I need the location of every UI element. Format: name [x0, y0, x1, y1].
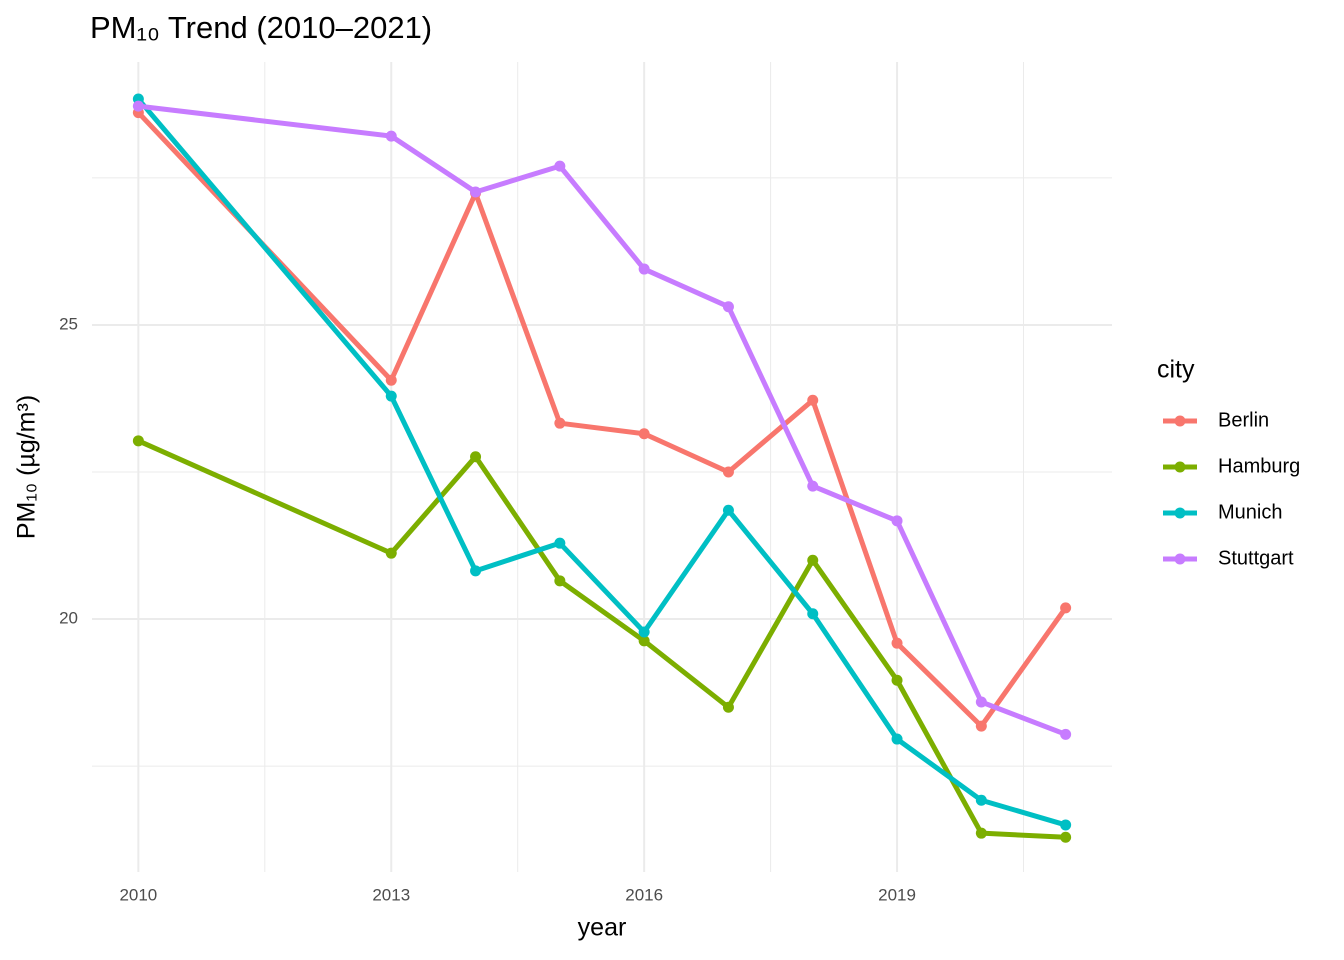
- data-point: [722, 301, 734, 313]
- data-point: [891, 637, 903, 649]
- data-point: [638, 626, 650, 638]
- data-point: [722, 701, 734, 713]
- y-tick-label: 25: [59, 314, 78, 333]
- legend-label: Berlin: [1218, 409, 1269, 431]
- y-tick-label: 20: [59, 609, 78, 628]
- data-point: [470, 565, 482, 577]
- data-point: [554, 160, 566, 172]
- data-point: [807, 554, 819, 566]
- data-point: [722, 504, 734, 516]
- data-point: [638, 263, 650, 275]
- data-point: [385, 374, 397, 386]
- data-point: [470, 186, 482, 198]
- data-point: [807, 608, 819, 620]
- data-point: [891, 515, 903, 527]
- data-point: [132, 435, 144, 447]
- data-point: [132, 100, 144, 112]
- legend-key-point: [1174, 507, 1186, 519]
- series-line: [138, 103, 1067, 737]
- data-point: [807, 480, 819, 492]
- data-point: [975, 720, 987, 732]
- x-tick-label: 2013: [372, 885, 410, 904]
- data-point: [470, 451, 482, 463]
- data-point: [385, 130, 397, 142]
- data-point: [975, 696, 987, 708]
- data-point: [638, 428, 650, 440]
- legend-key-point: [1174, 415, 1186, 427]
- data-point: [1060, 831, 1072, 843]
- chart-title: PM₁₀ Trend (2010–2021): [90, 10, 432, 45]
- data-point: [891, 733, 903, 745]
- data-point: [975, 827, 987, 839]
- data-point: [554, 537, 566, 549]
- data-point: [1060, 819, 1072, 831]
- data-point: [807, 394, 819, 406]
- data-point: [554, 575, 566, 587]
- data-point: [891, 674, 903, 686]
- data-point: [385, 390, 397, 402]
- data-point: [1060, 728, 1072, 740]
- data-point: [1060, 602, 1072, 614]
- data-point: [638, 635, 650, 647]
- legend-label: Stuttgart: [1218, 547, 1294, 569]
- x-axis-title: year: [578, 914, 627, 942]
- legend-label: Munich: [1218, 501, 1282, 523]
- legend-title: city: [1157, 356, 1195, 384]
- data-point: [975, 794, 987, 806]
- x-tick-label: 2016: [625, 885, 663, 904]
- series-line: [137, 438, 1066, 840]
- y-axis-title: PM₁₀ (µg/m³): [13, 395, 41, 539]
- data-point: [554, 417, 566, 429]
- legend-key-point: [1174, 461, 1186, 473]
- data-point: [385, 547, 397, 559]
- legend-key-point: [1174, 553, 1186, 565]
- x-tick-label: 2019: [878, 885, 916, 904]
- data-point: [722, 466, 734, 478]
- x-tick-label: 2010: [119, 885, 157, 904]
- series-line: [136, 97, 1067, 828]
- series-line: [136, 110, 1068, 729]
- legend-label: Hamburg: [1218, 455, 1300, 477]
